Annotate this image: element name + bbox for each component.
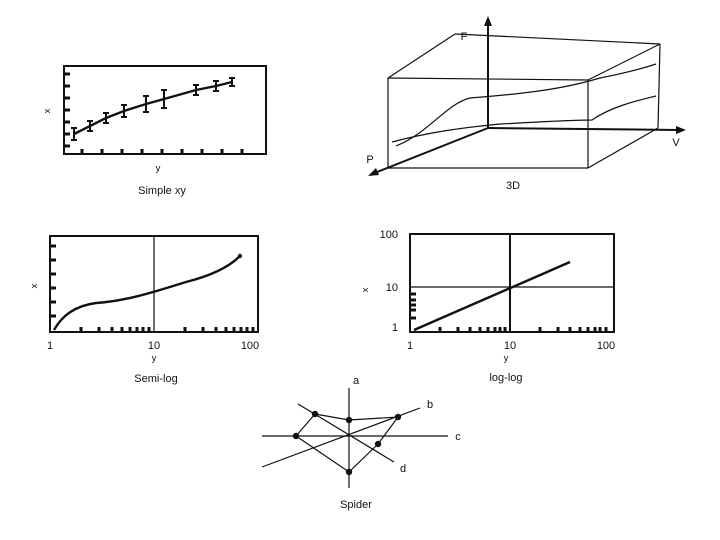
three-d-box (387, 33, 661, 169)
three-d-axes (371, 22, 681, 175)
three-d-axis-v-label: V (672, 137, 680, 149)
spider-panel: a b c d Spider (261, 375, 461, 511)
log-log-xtick-1: 1 (407, 340, 413, 352)
log-log-ytick-10: 10 (386, 282, 398, 294)
simple-xy-panel: x y Simple xy (42, 65, 267, 197)
simple-xy-frame (63, 65, 267, 155)
three-d-axis-p-label: P (366, 154, 373, 166)
three-d-axis-f-label: F (461, 31, 468, 43)
spider-markers (292, 410, 402, 476)
log-log-ylabel: x (360, 287, 371, 292)
three-d-panel: F V P 3D (366, 16, 686, 192)
simple-xy-curve (73, 80, 233, 136)
semi-log-xtick-100: 100 (241, 340, 259, 352)
log-log-xtick-10: 10 (504, 340, 516, 352)
simple-xy-caption: Simple xy (138, 185, 186, 197)
simple-xy-xlabel: y (156, 163, 161, 174)
spider-polygon (295, 413, 400, 473)
log-log-line (413, 260, 571, 332)
simple-xy-ylabel: x (42, 108, 53, 113)
spider-axes (261, 388, 448, 488)
spider-axis-d-label: d (400, 463, 406, 475)
semi-log-curve (52, 255, 241, 331)
simple-xy-ticks (64, 72, 244, 154)
log-log-ytick-100: 100 (380, 229, 398, 241)
three-d-curve-lower (391, 95, 657, 143)
semi-log-xtick-1: 1 (47, 340, 53, 352)
semi-log-end-marker (237, 253, 243, 259)
semi-log-ticks (50, 244, 255, 332)
simple-xy-error-bars (71, 77, 235, 141)
semi-log-caption: Semi-log (134, 373, 177, 385)
log-log-caption: log-log (489, 372, 522, 384)
spider-axis-b-label: b (427, 399, 433, 411)
semi-log-xlabel: y (152, 353, 157, 364)
log-log-xtick-100: 100 (597, 340, 615, 352)
semi-log-xtick-10: 10 (148, 340, 160, 352)
three-d-arrowheads (368, 16, 686, 176)
spider-axis-c-label: c (455, 431, 461, 443)
three-d-caption: 3D (506, 180, 520, 192)
log-log-xlabel: y (504, 353, 509, 364)
spider-caption: Spider (340, 499, 372, 511)
semi-log-panel: x 1 10 100 y Semi-log (29, 235, 259, 385)
three-d-curve-upper (395, 63, 657, 147)
log-log-panel: 100 10 1 x 1 10 100 y log-log (360, 229, 615, 384)
log-log-ticks (410, 292, 608, 332)
log-log-frame (409, 233, 615, 333)
spider-axis-a-label: a (353, 375, 360, 387)
log-log-ytick-1: 1 (392, 322, 398, 334)
semi-log-ylabel: x (29, 283, 40, 288)
